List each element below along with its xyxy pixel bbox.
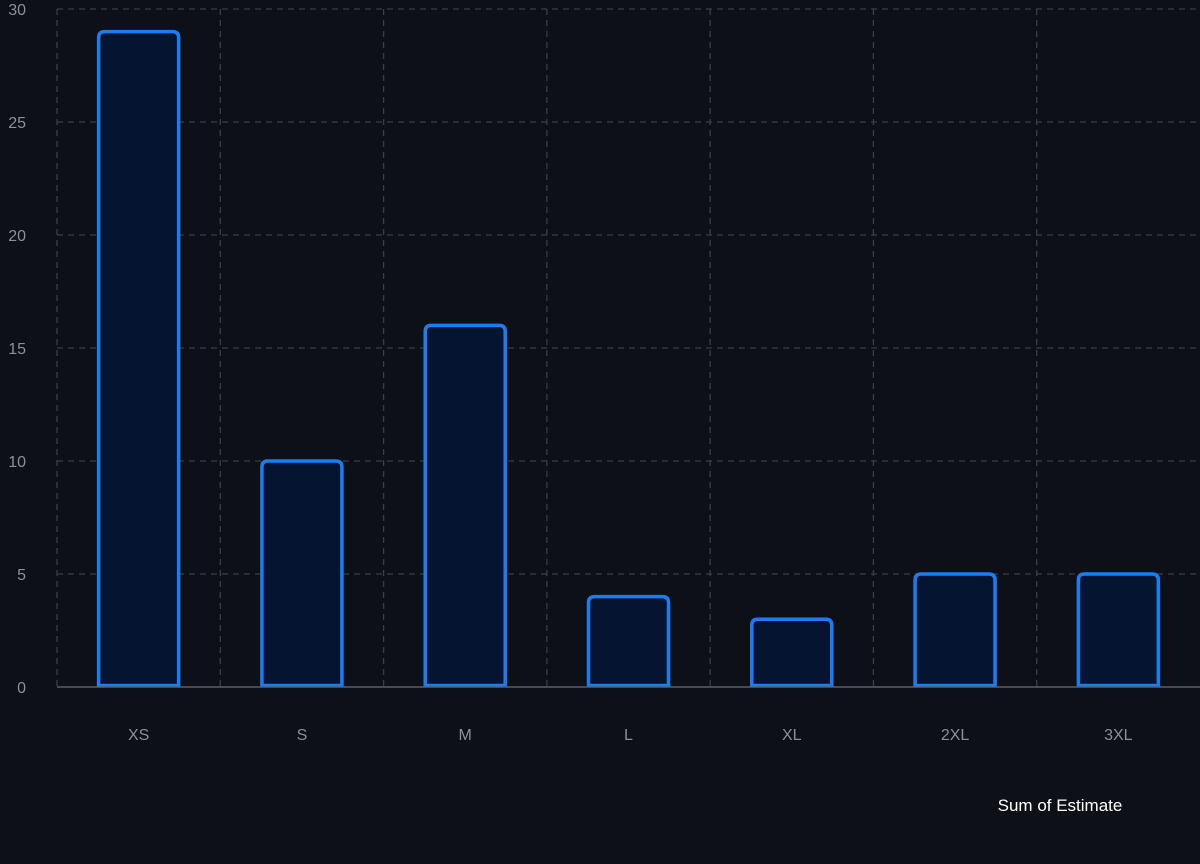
y-tick-labels: 0 5 10 15 20 25 30 [8,2,26,697]
bar-xs[interactable] [96,29,181,688]
x-tick-label: 3XL [1104,727,1133,744]
bar-m[interactable] [423,323,507,688]
bar-3xl[interactable] [1076,572,1161,688]
x-tick-label: M [459,727,472,744]
x-tick-labels: XS S M L XL 2XL 3XL [128,727,1133,744]
x-tick-label: XS [128,727,149,744]
y-tick-label: 15 [8,341,26,358]
grid-lines [56,8,1200,687]
y-tick-label: 0 [17,680,26,697]
bars [96,29,1161,688]
y-tick-label: 20 [8,228,26,245]
bar-l[interactable] [586,594,671,688]
x-tick-label: S [297,727,308,744]
legend: Sum of Estimate [998,796,1123,815]
y-tick-label: 10 [8,454,26,471]
x-tick-label: L [624,727,633,744]
y-tick-label: 5 [17,567,26,584]
bar-xl[interactable] [750,617,834,688]
bar-2xl[interactable] [913,572,997,688]
y-tick-label: 30 [8,2,26,19]
x-tick-label: XL [782,727,802,744]
legend-label: Sum of Estimate [998,796,1123,815]
y-tick-label: 25 [8,115,26,132]
bar-s[interactable] [260,459,344,688]
x-tick-label: 2XL [941,727,970,744]
